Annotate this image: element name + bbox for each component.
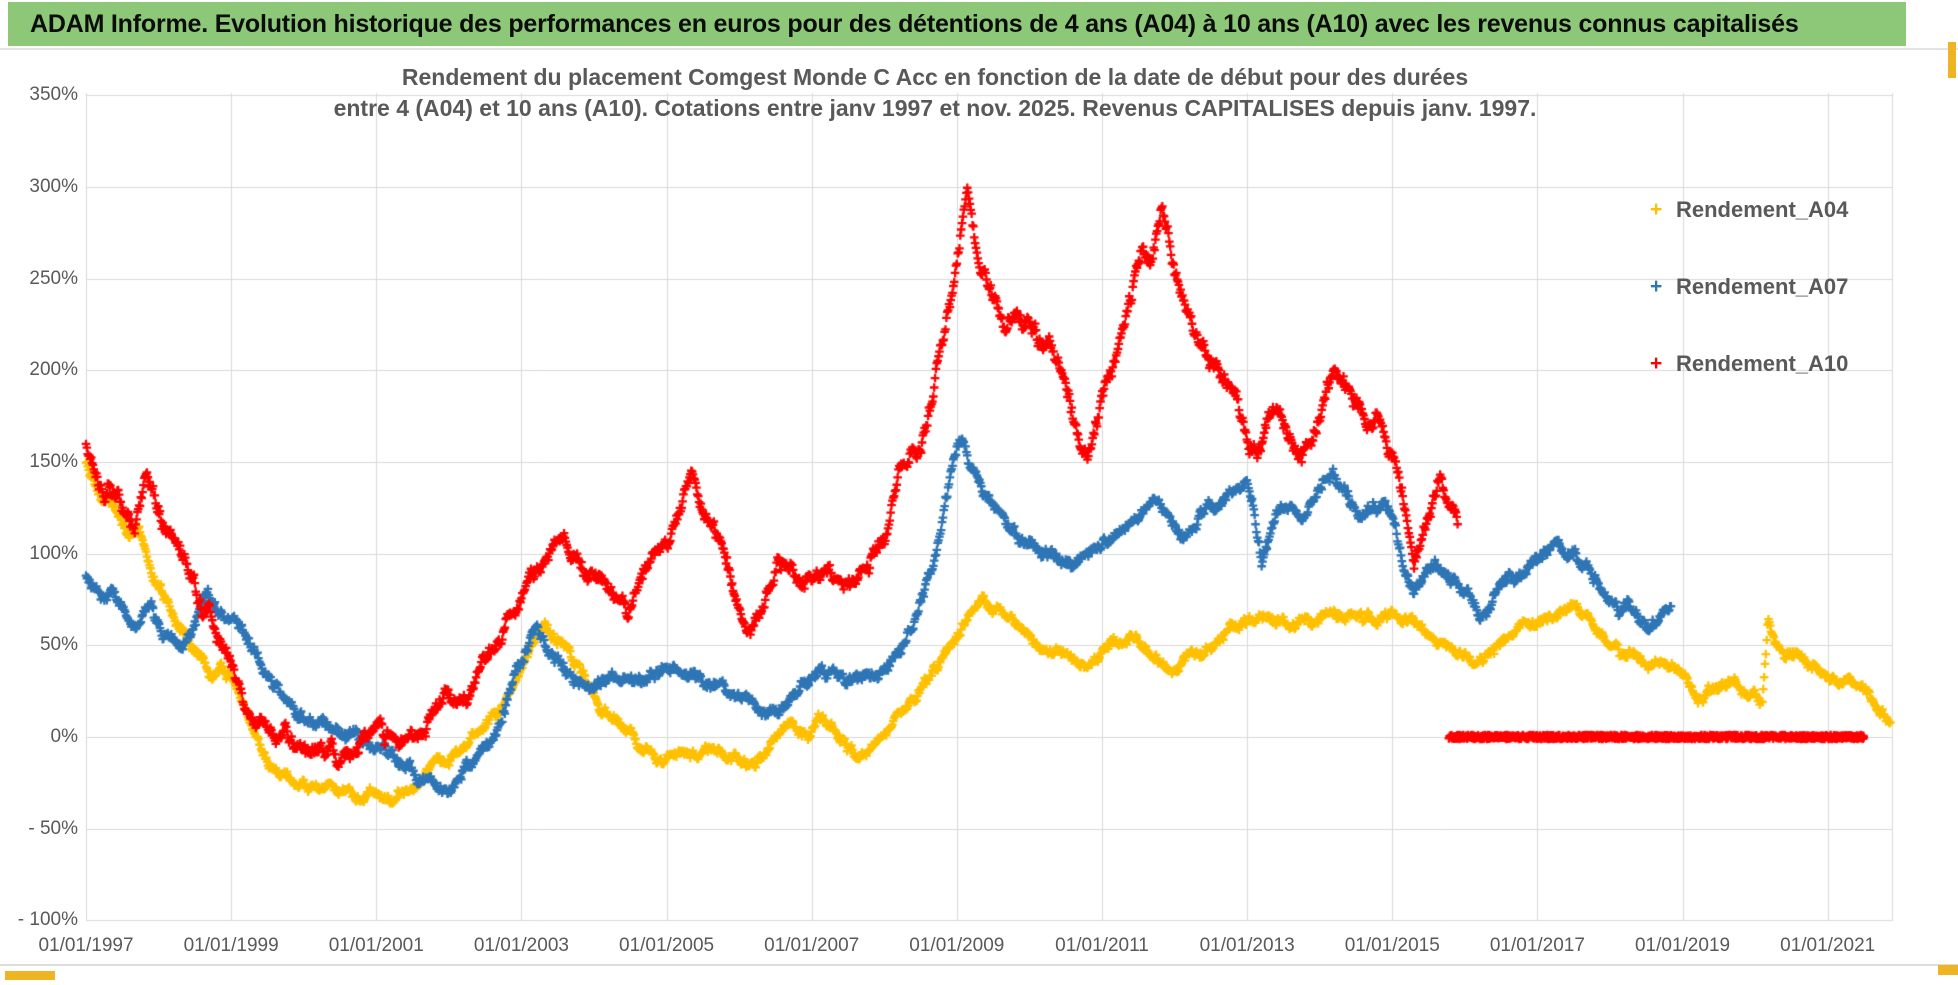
- legend-item: + Rendement_A10: [1650, 351, 1848, 377]
- x-tick-label: 01/01/2005: [619, 935, 715, 956]
- legend-item: + Rendement_A07: [1650, 274, 1848, 300]
- plus-marker-icon: +: [1650, 352, 1663, 375]
- x-tick-label: 01/01/1997: [38, 935, 134, 956]
- x-tick-label: 01/01/1999: [183, 935, 279, 956]
- legend-item: + Rendement_A04: [1650, 197, 1848, 223]
- chart-area: Rendement du placement Comgest Monde C A…: [0, 50, 1958, 966]
- y-tick-label: - 100%: [17, 909, 78, 931]
- x-tick-label: 01/01/2015: [1344, 935, 1440, 956]
- y-tick-label: 300%: [29, 175, 78, 197]
- header-bar: ADAM Informe. Evolution historique des p…: [8, 2, 1906, 46]
- bottom-grid-line: [0, 964, 1958, 966]
- y-tick-label: 150%: [29, 450, 78, 472]
- legend-item-label: Rendement_A04: [1676, 197, 1849, 222]
- x-tick-label: 01/01/2001: [328, 935, 424, 956]
- y-tick-label: 200%: [29, 359, 78, 381]
- legend-item-label: Rendement_A10: [1676, 351, 1849, 376]
- legend-item-label: Rendement_A07: [1676, 274, 1849, 299]
- chart-title: Rendement du placement Comgest Monde C A…: [300, 62, 1570, 124]
- x-tick-label: 01/01/2019: [1634, 935, 1731, 956]
- y-tick-label: - 50%: [28, 817, 78, 839]
- accent-dash-bottom-right: [1938, 965, 1958, 975]
- page-title: ADAM Informe. Evolution historique des p…: [30, 9, 1799, 38]
- y-tick-label: 350%: [29, 84, 78, 106]
- chart-plot-canvas: [0, 50, 1958, 966]
- chart-title-line2: entre 4 (A04) et 10 ans (A10). Cotations…: [333, 95, 1537, 121]
- chart-legend: + Rendement_A04 + Rendement_A07 + Rendement_A…: [1650, 197, 1848, 428]
- chart-title-line1: Rendement du placement Comgest Monde C A…: [401, 64, 1469, 90]
- x-tick-label: 01/01/2011: [1055, 935, 1149, 956]
- x-tick-label: 01/01/2003: [473, 935, 569, 956]
- plus-marker-icon: +: [1650, 198, 1663, 221]
- x-tick-label: 01/01/2007: [764, 935, 860, 956]
- y-tick-label: 250%: [29, 267, 78, 289]
- x-tick-label: 01/01/2021: [1780, 935, 1876, 956]
- y-tick-label: 0%: [50, 726, 78, 747]
- accent-dash-bottom-left: [5, 971, 55, 980]
- accent-dash-right-top: [1948, 42, 1956, 78]
- y-tick-label: 100%: [29, 542, 78, 564]
- x-tick-label: 01/01/2009: [909, 935, 1005, 956]
- y-tick-label: 50%: [39, 634, 78, 656]
- x-tick-label: 01/01/2013: [1199, 935, 1295, 956]
- x-tick-label: 01/01/2017: [1489, 935, 1585, 956]
- plus-marker-icon: +: [1650, 275, 1663, 298]
- header-divider: [0, 48, 1958, 50]
